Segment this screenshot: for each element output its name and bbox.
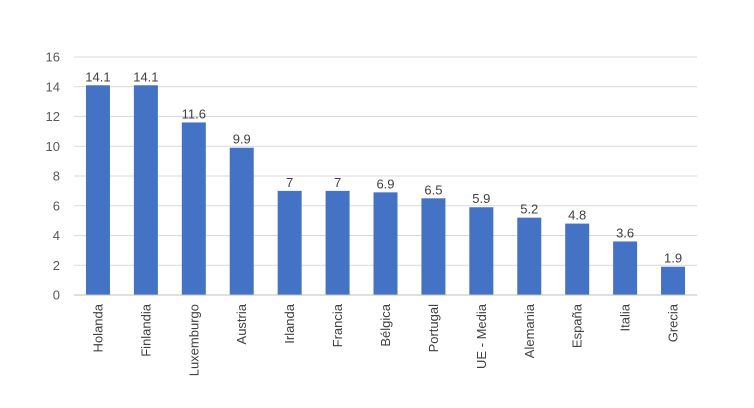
- data-label: 14.1: [85, 69, 110, 84]
- y-tick-label: 14: [46, 79, 60, 94]
- bar: [421, 198, 446, 295]
- bar: [229, 147, 254, 295]
- y-tick-label: 6: [53, 198, 60, 213]
- x-category-label: Finlandia: [138, 303, 153, 357]
- bar: [373, 192, 398, 295]
- x-category-label: Holanda: [90, 303, 105, 352]
- x-category-label: Italia: [618, 303, 633, 331]
- data-label: 1.9: [664, 251, 682, 266]
- x-category-label: Bélgica: [378, 303, 393, 346]
- x-category-label: Alemania: [522, 303, 537, 358]
- x-category-label: Irlanda: [282, 303, 297, 344]
- data-label: 6.9: [376, 176, 394, 191]
- y-tick-label: 12: [46, 109, 60, 124]
- data-labels: 14.1 14.1 11.6 9.9 7 7 6.9 6.5 5.9 5.2 4.8 3.6 1.9: [85, 69, 682, 265]
- bar: [469, 207, 494, 295]
- bar: [133, 85, 158, 295]
- y-axis-tick-labels: 0 2 4 6 8 10 12 14 16: [46, 50, 60, 303]
- x-category-label: España: [570, 303, 585, 348]
- x-category-label: Grecia: [666, 303, 681, 342]
- y-tick-label: 8: [53, 169, 60, 184]
- y-tick-label: 4: [53, 228, 60, 243]
- bar: [613, 241, 638, 295]
- y-tick-label: 0: [53, 288, 60, 303]
- data-label: 3.6: [616, 225, 634, 240]
- data-label: 14.1: [133, 69, 158, 84]
- bar: [277, 190, 302, 295]
- bar: [85, 85, 110, 295]
- x-category-label: UE - Media: [474, 303, 489, 369]
- y-tick-label: 2: [53, 258, 60, 273]
- data-label: 9.9: [233, 132, 251, 147]
- data-label: 6.5: [424, 182, 442, 197]
- x-category-label: Luxemburgo: [186, 304, 201, 376]
- bar: [181, 122, 206, 295]
- bar: [325, 190, 350, 295]
- data-label: 7: [334, 175, 341, 190]
- data-label: 7: [286, 175, 293, 190]
- data-label: 5.9: [472, 191, 490, 206]
- bar: [661, 266, 686, 295]
- x-axis-category-labels: Holanda Finlandia Luxemburgo Austria Irlanda…: [90, 303, 680, 376]
- x-category-label: Austria: [234, 303, 249, 344]
- bar: [517, 217, 542, 295]
- data-label: 11.6: [182, 106, 206, 121]
- bar: [565, 223, 590, 295]
- x-category-label: Francia: [330, 303, 345, 347]
- data-label: 5.2: [520, 202, 538, 217]
- y-tick-label: 16: [46, 50, 60, 65]
- data-label: 4.8: [568, 208, 586, 223]
- y-tick-label: 10: [46, 139, 60, 154]
- x-category-label: Portugal: [426, 304, 441, 353]
- bars: [85, 85, 686, 295]
